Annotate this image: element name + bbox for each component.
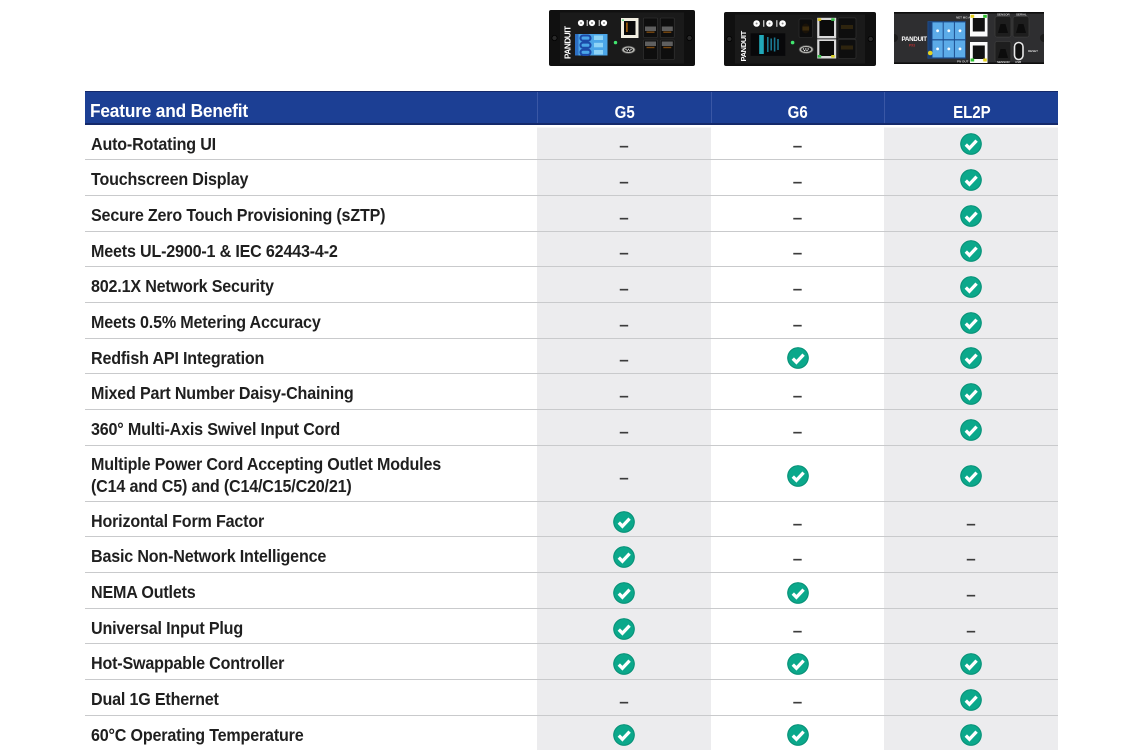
svg-text:PX3: PX3 [909, 44, 915, 48]
svg-text:PN OUT: PN OUT [957, 60, 969, 64]
svg-text:NET MG A: NET MG A [956, 16, 970, 20]
svg-text:PANDUIT: PANDUIT [902, 36, 928, 43]
svg-text:SENSOR: SENSOR [997, 60, 1011, 64]
svg-text:USB: USB [1015, 60, 1021, 64]
svg-text:SERIAL: SERIAL [1016, 13, 1027, 17]
svg-text:SENSOR: SENSOR [997, 13, 1011, 17]
svg-text:PANDUIT: PANDUIT [739, 30, 748, 61]
svg-text:RESET: RESET [1028, 49, 1038, 53]
svg-text:PANDUIT: PANDUIT [564, 26, 573, 59]
